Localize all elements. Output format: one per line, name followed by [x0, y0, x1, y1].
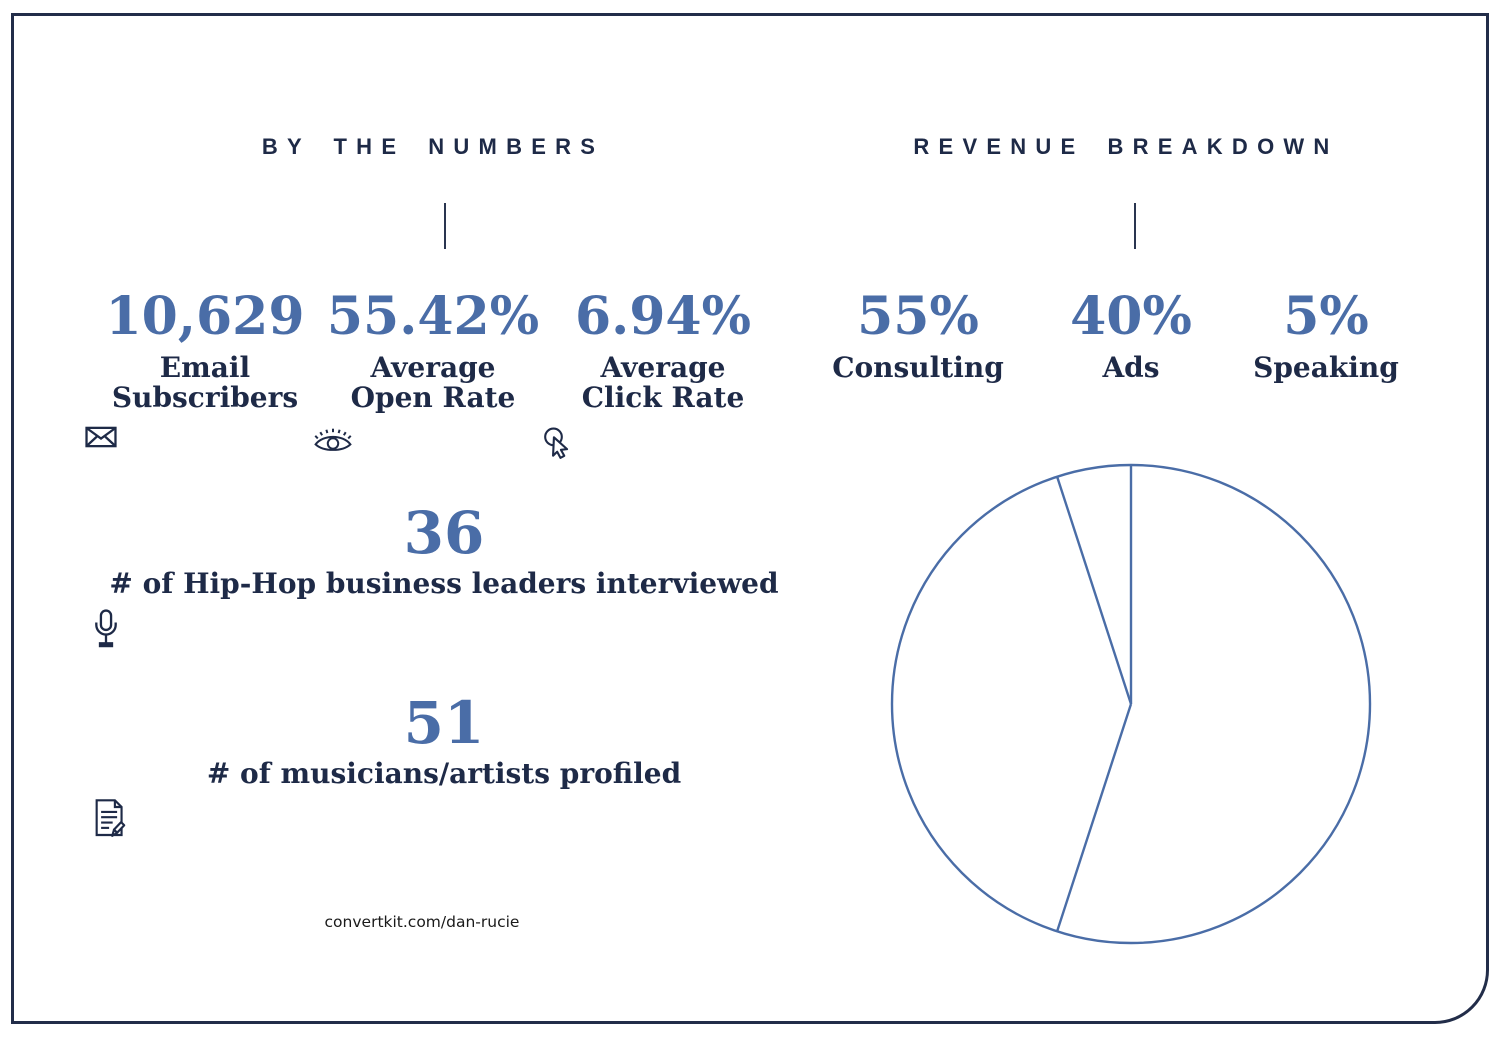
stat-label: # of musicians/artists profiled: [206, 757, 682, 790]
stat-speaking: 5% Speaking: [1206, 288, 1446, 383]
stat-leaders-interviewed: 36 # of Hip-Hop business leaders intervi…: [94, 502, 794, 650]
envelope-icon: [85, 426, 325, 448]
stat-value: 5%: [1283, 286, 1369, 347]
stat-average-open-rate: 55.42% Average Open Rate: [313, 288, 553, 454]
stat-label: Email Subscribers: [111, 351, 299, 414]
stat-value: 36: [403, 499, 485, 567]
section-divider-left: [444, 203, 446, 249]
stat-label: # of Hip-Hop business leaders interviewe…: [109, 567, 779, 600]
footer-url: convertkit.com/dan-rucie: [324, 913, 520, 931]
eye-icon: [313, 426, 553, 454]
stat-average-click-rate: 6.94% Average Click Rate: [543, 288, 783, 460]
document-pencil-icon: [94, 798, 794, 840]
stat-value: 6.94%: [574, 286, 752, 347]
stat-value: 40%: [1070, 286, 1192, 347]
section-divider-right: [1134, 203, 1136, 249]
stat-value: 10,629: [105, 286, 305, 347]
revenue-pie-chart: [881, 454, 1381, 954]
stat-label: Average Click Rate: [581, 351, 745, 414]
section-title-by-the-numbers: BY THE NUMBERS: [261, 134, 605, 159]
stat-email-subscribers: 10,629 Email Subscribers: [85, 288, 325, 448]
infographic-card: BY THE NUMBERS 10,629 Email Subscribers …: [11, 13, 1489, 1024]
stat-label: Consulting: [832, 351, 1004, 384]
revenue-pie-svg: [890, 463, 1372, 945]
section-title-revenue-breakdown: REVENUE BREAKDOWN: [913, 134, 1339, 159]
stat-label: Ads: [1102, 351, 1160, 384]
microphone-icon: [94, 608, 794, 650]
stat-value: 55%: [857, 286, 979, 347]
stat-ads: 40% Ads: [1011, 288, 1251, 383]
stat-value: 55.42%: [326, 286, 540, 347]
stat-value: 51: [403, 689, 485, 757]
cursor-click-icon: [543, 426, 783, 460]
stat-musicians-profiled: 51 # of musicians/artists profiled: [94, 692, 794, 840]
stat-label: Average Open Rate: [350, 351, 516, 414]
stat-label: Speaking: [1253, 351, 1399, 384]
stat-consulting: 55% Consulting: [798, 288, 1038, 383]
